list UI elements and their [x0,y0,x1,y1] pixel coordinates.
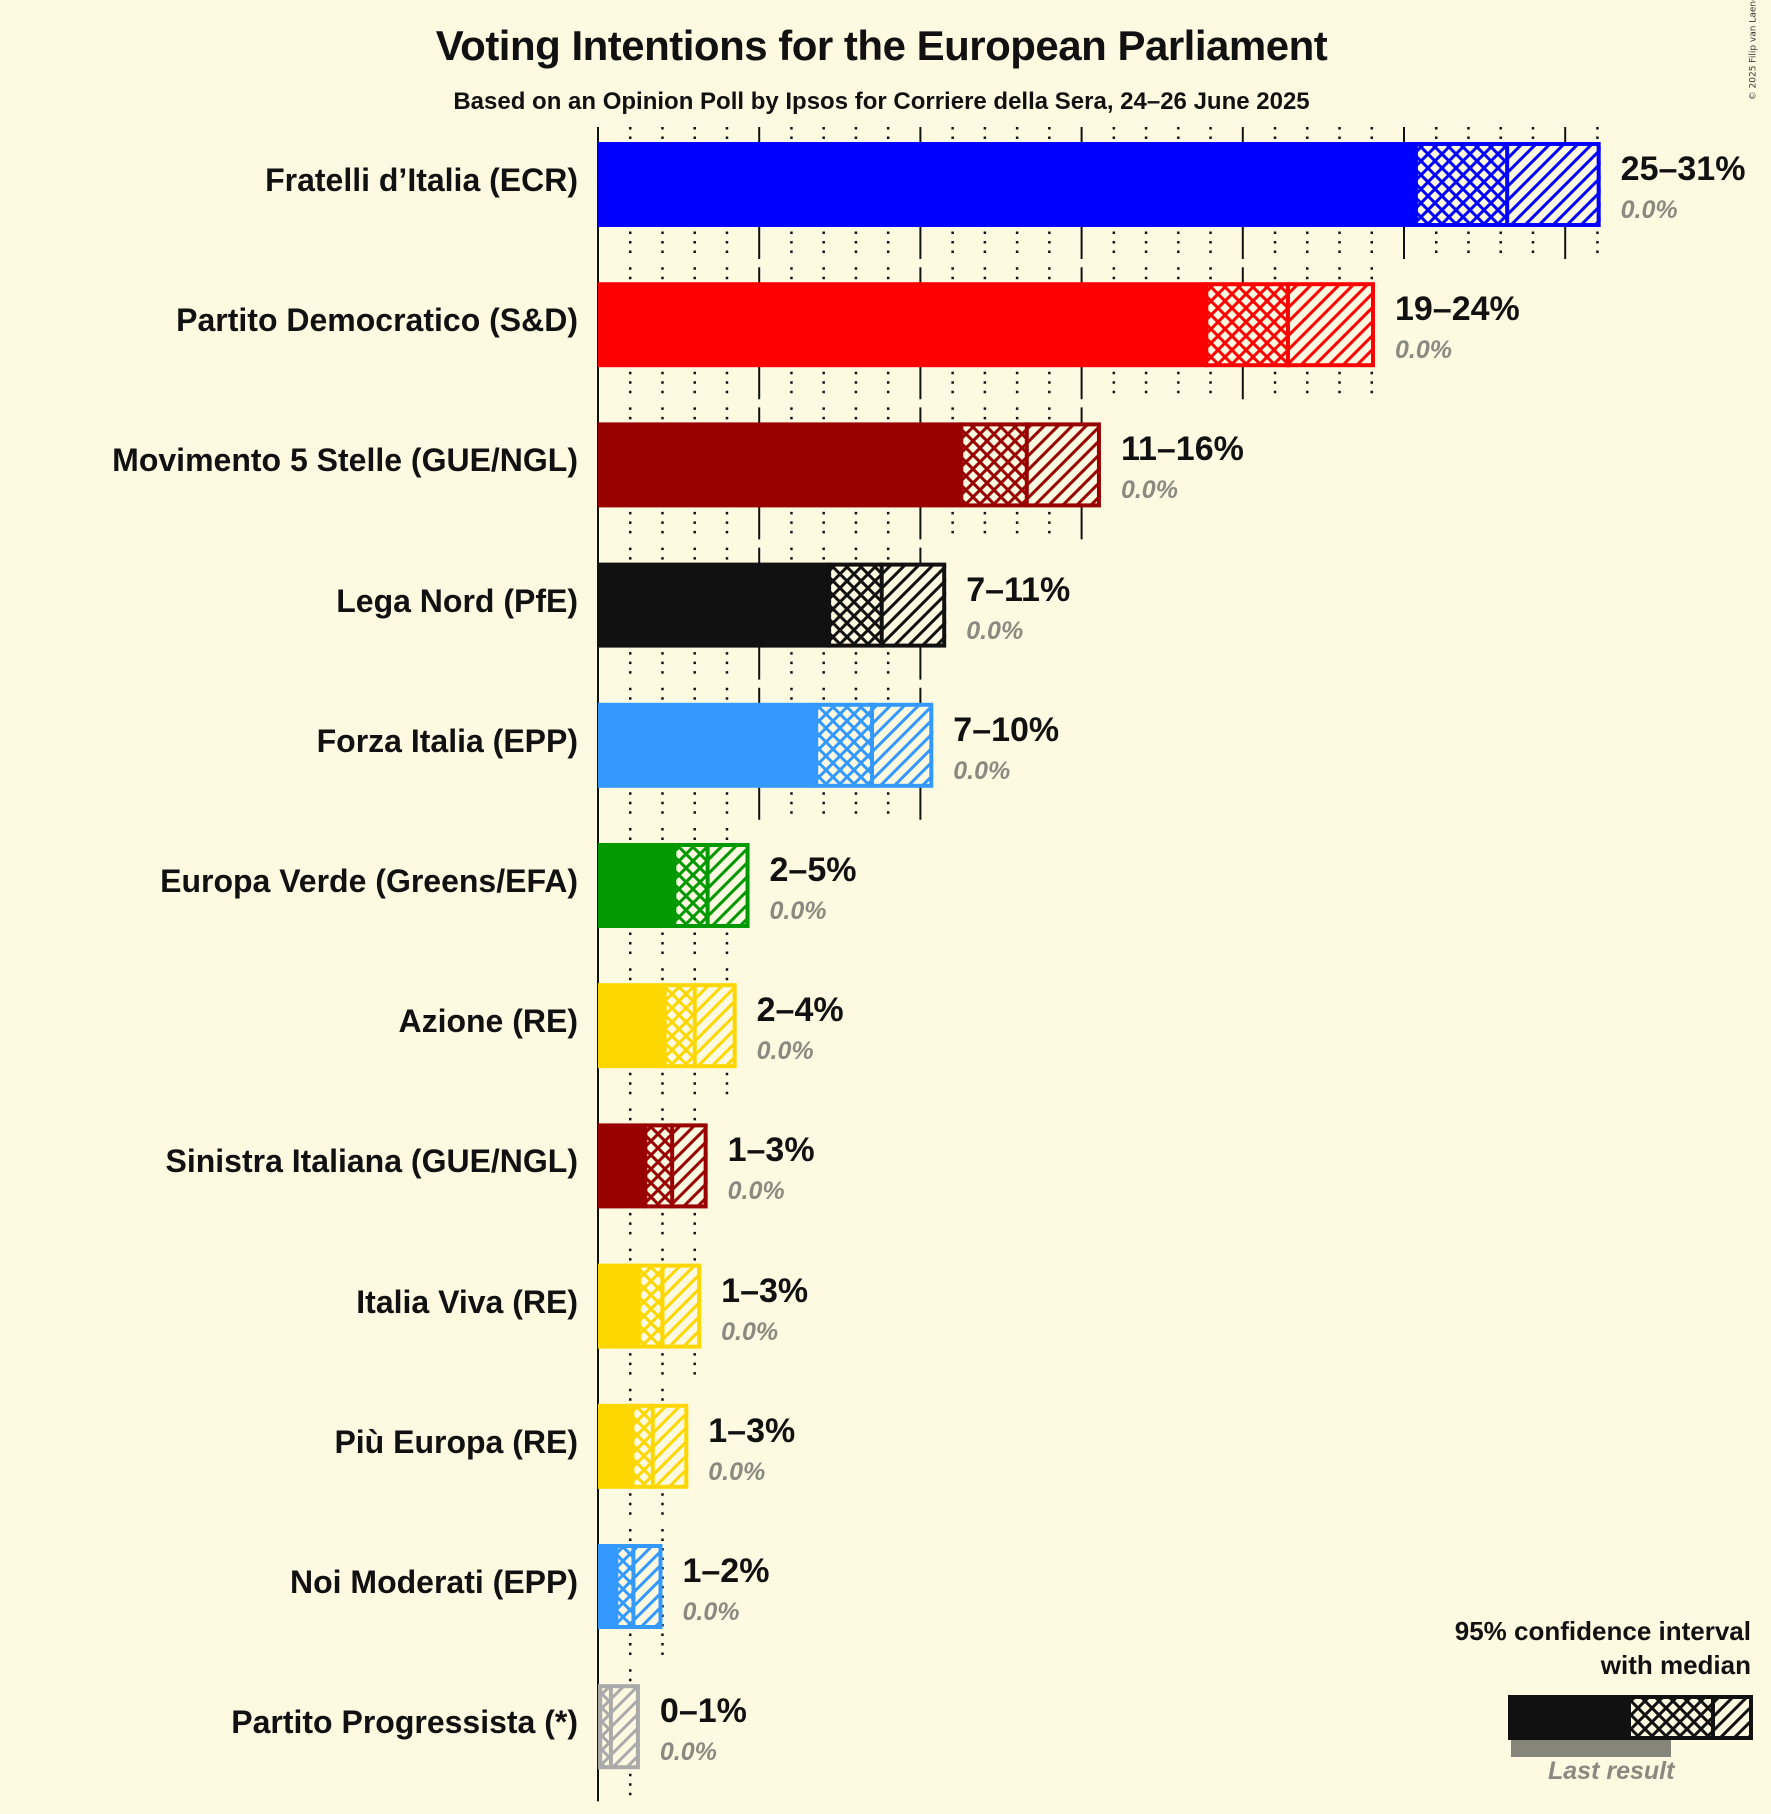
bar-row [598,1684,640,1770]
last-result-label: 0.0% [1120,476,1178,505]
bar-row [598,1123,708,1209]
bar-solid [598,1123,647,1209]
bar-ci-upper [881,564,947,646]
bar-ci-upper [1287,284,1375,366]
bar-row [598,1544,663,1629]
range-label: 19–24% [1394,290,1520,329]
bar-ci-upper [672,1125,708,1207]
last-result-label: 0.0% [966,616,1024,645]
bar-ci-upper [610,1686,640,1768]
range-label: 2–5% [769,851,857,889]
legend-line-1: 95% confidence interval [1454,1616,1751,1646]
legend-ci-upper [1713,1699,1749,1736]
bar-ci-lower [639,1265,663,1347]
last-result-label: 0.0% [721,1317,779,1346]
bar-ci-lower [646,1125,673,1207]
party-label: Europa Verde (Greens/EFA) [160,863,578,899]
range-label: 7–11% [966,570,1071,609]
legend-last-result-bar [1511,1740,1671,1757]
party-label: Azione (RE) [398,1003,578,1040]
bar-ci-upper [707,845,750,926]
bar-ci-lower [633,1405,653,1487]
chart-subtitle: Based on an Opinion Poll by Ipsos for Co… [453,88,1310,115]
bar-ci-upper [1507,144,1601,225]
bar-solid [598,702,818,788]
legend-last-result-label: Last result [1548,1757,1675,1785]
bar-solid [598,983,666,1069]
range-label: 1–2% [682,1552,770,1590]
legend-line-2: with median [1600,1650,1751,1680]
last-result-label: 0.0% [708,1457,766,1486]
range-label: 1–3% [708,1411,796,1450]
bar-ci-lower [1416,144,1508,225]
chart-title: Voting Intentions for the European Parli… [435,22,1328,69]
bar-row [598,142,1601,227]
last-result-label: 0.0% [1394,336,1452,365]
gridlines [597,127,1599,1802]
legend-ci-lower [1631,1699,1713,1736]
party-label: Partito Democratico (S&D) [176,302,578,339]
bar-row [598,843,750,928]
bar-ci-upper [652,1405,689,1487]
bar-row [598,1263,702,1349]
bar-solid [598,1544,618,1629]
bar-ci-upper [694,985,737,1067]
bar-row [598,702,934,788]
party-label: Sinistra Italiana (GUE/NGL) [165,1143,578,1180]
range-label: 25–31% [1620,150,1746,188]
last-result-label: 0.0% [727,1177,785,1206]
bar-ci-upper [633,1546,663,1627]
bar-ci-upper [872,704,934,786]
party-label: Fratelli d’Italia (ECR) [265,162,578,198]
bar-solid [598,142,1417,227]
party-label: Partito Progressista (*) [231,1704,578,1741]
bar-row [598,562,947,648]
range-label: 0–1% [659,1692,747,1731]
party-label: Più Europa (RE) [334,1423,578,1460]
range-label: 1–3% [727,1131,815,1170]
party-label: Movimento 5 Stelle (GUE/NGL) [112,442,578,479]
party-label: Noi Moderati (EPP) [289,1564,578,1600]
bar-solid [598,282,1208,368]
party-label: Italia Viva (RE) [356,1283,578,1320]
range-label: 1–3% [721,1271,809,1310]
bar-ci-lower [601,1686,611,1768]
bar-solid [598,1403,634,1489]
bar-solid [598,422,963,508]
bar-ci-lower [1207,284,1288,366]
bar-ci-lower [617,1546,634,1627]
bar-row [598,1403,689,1489]
bar-ci-upper [662,1265,702,1347]
range-label: 7–10% [953,710,1060,749]
bar-row [598,282,1375,368]
bar-ci-upper [1026,424,1101,506]
bar-ci-lower [675,845,708,926]
bar-solid [598,1263,640,1349]
last-result-label: 0.0% [756,1037,814,1066]
party-label: Lega Nord (PfE) [336,582,578,619]
range-label: 2–4% [756,991,844,1030]
last-result-label: 0.0% [953,756,1011,785]
bars [598,142,1601,1770]
party-label: Forza Italia (EPP) [316,722,578,759]
bar-solid [598,843,676,928]
last-result-label: 0.0% [1620,196,1678,224]
legend-title: 95% confidence interval with median [1455,1614,1751,1682]
last-result-label: 0.0% [682,1598,740,1626]
last-result-label: 0.0% [659,1738,717,1767]
bar-ci-lower [830,564,882,646]
bar-row [598,983,737,1069]
last-result-label: 0.0% [769,897,827,925]
legend-swatch [1508,1695,1753,1757]
range-label: 11–16% [1120,430,1244,469]
bar-ci-lower [665,985,695,1067]
bar-ci-lower [962,424,1027,506]
bar-ci-lower [817,704,873,786]
bar-row [598,422,1101,508]
bar-solid [598,562,831,648]
